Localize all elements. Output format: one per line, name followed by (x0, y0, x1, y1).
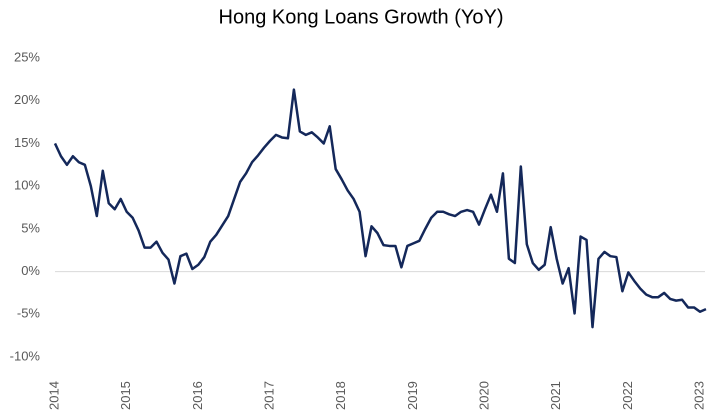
x-tick-label: 2014 (46, 381, 61, 410)
x-tick-label: 2017 (261, 381, 276, 410)
y-tick-label: 20% (14, 92, 40, 107)
x-tick-label: 2015 (118, 381, 133, 410)
x-tick-label: 2018 (333, 381, 348, 410)
data-line (53, 88, 707, 329)
y-tick-label: 15% (14, 135, 40, 150)
y-tick-label: -5% (17, 306, 41, 321)
y-tick-label: 25% (14, 49, 40, 64)
y-tick-label: 5% (21, 220, 40, 235)
y-tick-label: 10% (14, 178, 40, 193)
x-tick-label: 2019 (405, 381, 420, 410)
y-tick-label: -10% (10, 348, 41, 363)
x-tick-label: 2021 (548, 381, 563, 410)
x-tick-label: 2023 (691, 381, 706, 410)
y-tick-label: 0% (21, 263, 40, 278)
x-tick-label: 2016 (190, 381, 205, 410)
x-tick-label: 2022 (620, 381, 635, 410)
chart-title: Hong Kong Loans Growth (YoY) (219, 6, 504, 28)
x-tick-label: 2020 (476, 381, 491, 410)
